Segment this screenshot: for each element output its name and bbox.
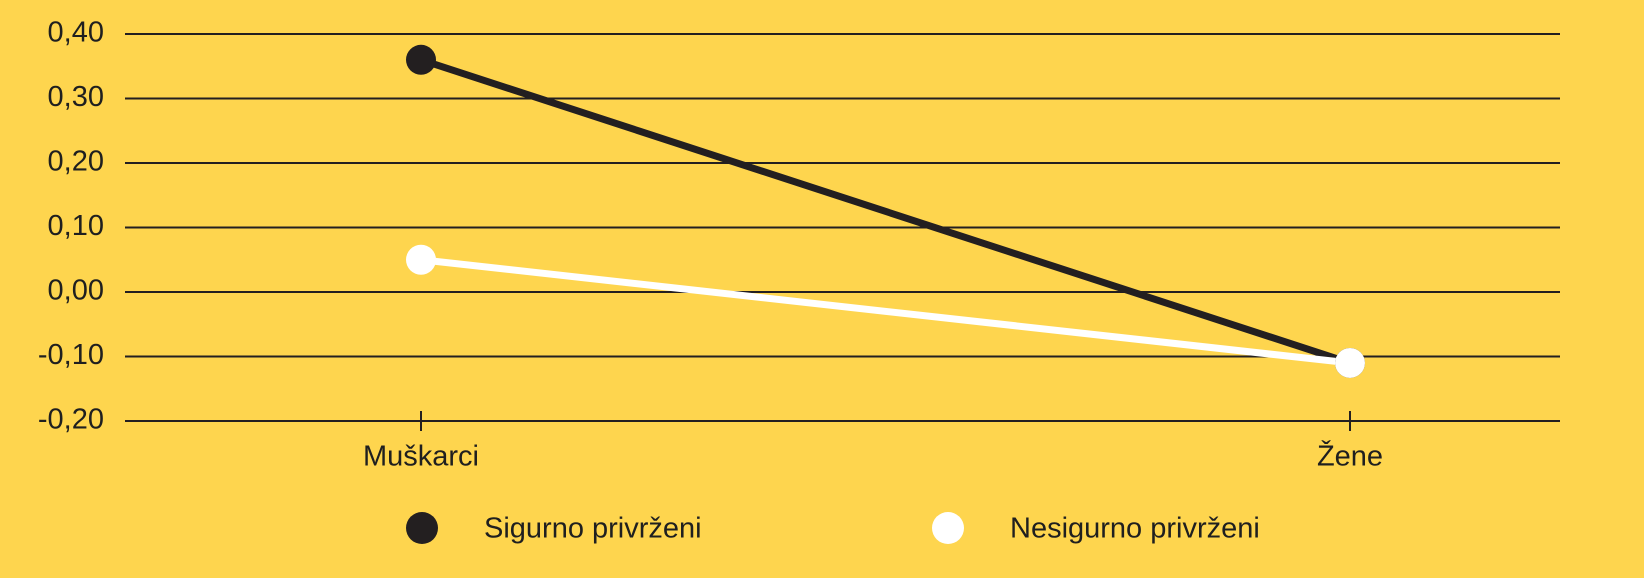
y-tick-label: 0,30 <box>48 81 104 113</box>
y-tick-label: 0,20 <box>48 146 104 178</box>
legend-marker <box>406 512 438 544</box>
legend-marker <box>932 512 964 544</box>
data-point <box>406 244 436 275</box>
y-tick-label: 0,40 <box>48 17 104 49</box>
y-tick-label: -0,20 <box>38 404 104 436</box>
x-tick-label: Žene <box>1317 440 1383 473</box>
y-tick-label: 0,00 <box>48 275 104 307</box>
legend-label: Sigurno privrženi <box>484 513 702 545</box>
x-tick-label: Muškarci <box>363 441 479 473</box>
series-line <box>420 256 1351 367</box>
y-tick-label: -0,10 <box>38 339 104 371</box>
legend-label: Nesigurno privrženi <box>1010 513 1260 545</box>
data-point <box>406 44 436 75</box>
y-tick-label: 0,10 <box>48 210 104 242</box>
series-line <box>419 56 1352 367</box>
data-point <box>1335 347 1365 378</box>
